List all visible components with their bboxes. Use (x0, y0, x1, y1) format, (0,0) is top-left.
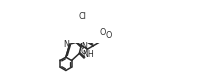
Text: O: O (105, 31, 111, 40)
Text: N: N (63, 40, 69, 49)
Text: N: N (81, 42, 87, 51)
Text: Cl: Cl (78, 12, 86, 21)
Text: O: O (80, 47, 86, 56)
Text: O: O (99, 28, 105, 37)
Text: NH: NH (82, 50, 94, 59)
